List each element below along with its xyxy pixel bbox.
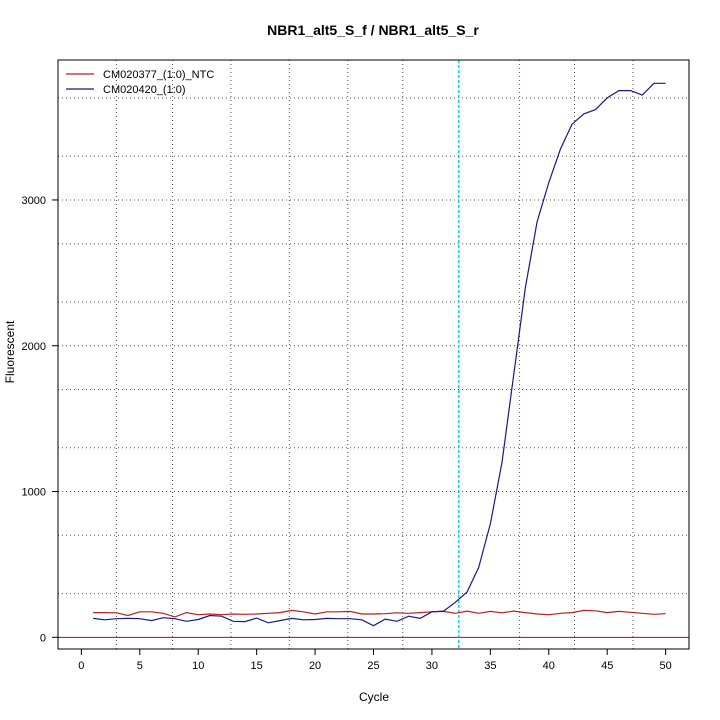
plot-area	[58, 60, 689, 649]
axes: 0 5 10 15 20 25 30 35 40 45 50 0 1000 2000 3000	[22, 195, 672, 672]
x-tick-label: 50	[660, 660, 672, 672]
y-tick-label: 2000	[22, 341, 46, 353]
y-tick-label: 3000	[22, 195, 46, 207]
legend-label-2: CM020420_(1:0)	[103, 84, 186, 96]
x-tick-label: 35	[484, 660, 496, 672]
series-line-2	[93, 82, 666, 627]
chart-title: NBR1_alt5_S_f / NBR1_alt5_S_r	[267, 22, 479, 38]
x-tick-label: 45	[601, 660, 613, 672]
x-tick-label: 15	[251, 660, 263, 672]
x-tick-label: 20	[309, 660, 321, 672]
x-tick-label: 10	[192, 660, 204, 672]
y-axis-label: Fluorescent	[3, 320, 17, 383]
legend: CM020377_(1:0)_NTC CM020420_(1:0)	[66, 69, 214, 96]
x-tick-label: 40	[543, 660, 555, 672]
legend-label-1: CM020377_(1:0)_NTC	[103, 69, 214, 81]
x-tick-label: 30	[426, 660, 438, 672]
x-axis-label: Cycle	[359, 690, 389, 704]
y-tick-label: 0	[40, 632, 46, 644]
x-tick-label: 5	[137, 660, 143, 672]
series-line-1	[93, 609, 666, 618]
x-tick-label: 25	[367, 660, 379, 672]
x-tick-label: 0	[78, 660, 84, 672]
y-tick-label: 1000	[22, 487, 46, 499]
